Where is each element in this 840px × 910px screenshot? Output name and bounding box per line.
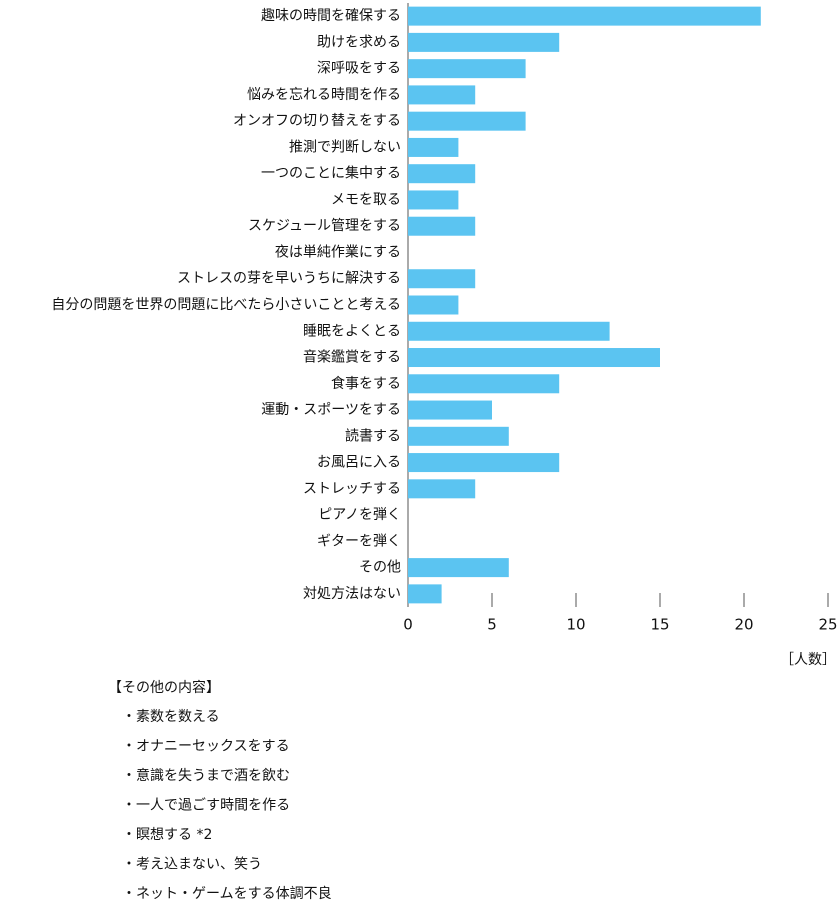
y-tick-label: 深呼吸をする — [317, 61, 401, 77]
y-tick-label: 夜は単純作業にする — [275, 244, 401, 260]
bar — [408, 479, 476, 499]
bar — [408, 190, 459, 210]
y-tick-label: ピアノを弾く — [318, 507, 401, 523]
note-item: ・オナニーセックスをする — [122, 739, 290, 755]
y-tick-label: 趣味の時間を確保する — [261, 8, 401, 24]
note-item: ・考え込まない、笑う — [122, 857, 262, 873]
y-tick-label: 自分の問題を世界の問題に比べたら小さいことと考える — [51, 297, 401, 313]
bar — [408, 426, 509, 446]
bar — [408, 295, 459, 315]
bar — [408, 216, 476, 236]
x-tick-label: 25 — [818, 616, 837, 634]
note-item: ・一人で過ごす時間を作る — [122, 798, 290, 814]
bar — [408, 137, 459, 157]
y-tick-label: ストレスの芽を早いうちに解決する — [177, 271, 401, 287]
y-tick-label: 睡眠をよくとる — [303, 323, 401, 339]
y-tick-label: お風呂に入る — [317, 455, 401, 471]
y-tick-label: 音楽鑑賞をする — [303, 349, 401, 366]
x-tick-label: 15 — [650, 616, 669, 634]
y-tick-label: メモを取る — [331, 192, 401, 208]
note-item: ・ネット・ゲームをする体調不良 — [122, 886, 332, 902]
y-tick-label: 対処方法はない — [303, 586, 401, 602]
bar — [408, 85, 476, 105]
y-tick-label: 運動・スポーツをする — [261, 402, 401, 418]
note-item: ・素数を数える — [122, 709, 220, 725]
y-tick-label: 食事をする — [331, 375, 401, 392]
bar — [408, 584, 442, 604]
y-tick-label: オンオフの切り替えをする — [233, 113, 401, 129]
x-tick-label: 20 — [734, 616, 753, 634]
bar — [408, 374, 560, 394]
bar — [408, 6, 761, 26]
bar — [408, 453, 560, 473]
notes-title: 【その他の内容】 — [108, 679, 220, 696]
y-tick-label: ストレッチする — [303, 481, 401, 497]
bar — [408, 558, 509, 578]
y-tick-label: その他 — [359, 560, 401, 576]
y-tick-label: 一つのことに集中する — [261, 165, 401, 182]
note-item: ・意識を失うまで酒を飲む — [122, 767, 290, 784]
bar — [408, 32, 560, 52]
bar — [408, 321, 610, 341]
bar — [408, 348, 660, 368]
bar — [408, 59, 526, 79]
bar — [408, 400, 492, 420]
y-tick-label: ギターを弾く — [317, 533, 401, 549]
y-tick-label: 読書する — [345, 427, 401, 444]
x-tick-label: 0 — [403, 616, 413, 634]
y-tick-label: 推測で判断しない — [289, 139, 401, 155]
x-tick-label: 5 — [487, 616, 497, 634]
bar — [408, 111, 526, 131]
y-tick-label: スケジュール管理をする — [248, 218, 401, 234]
bar — [408, 269, 476, 289]
x-tick-label: 10 — [566, 616, 585, 634]
y-tick-label: 悩みを忘れる時間を作る — [247, 87, 401, 103]
bar — [408, 164, 476, 184]
note-item: ・瞑想する *2 — [122, 827, 212, 843]
y-tick-label: 助けを求める — [317, 34, 401, 50]
x-axis-label: ［人数］ — [780, 652, 836, 668]
